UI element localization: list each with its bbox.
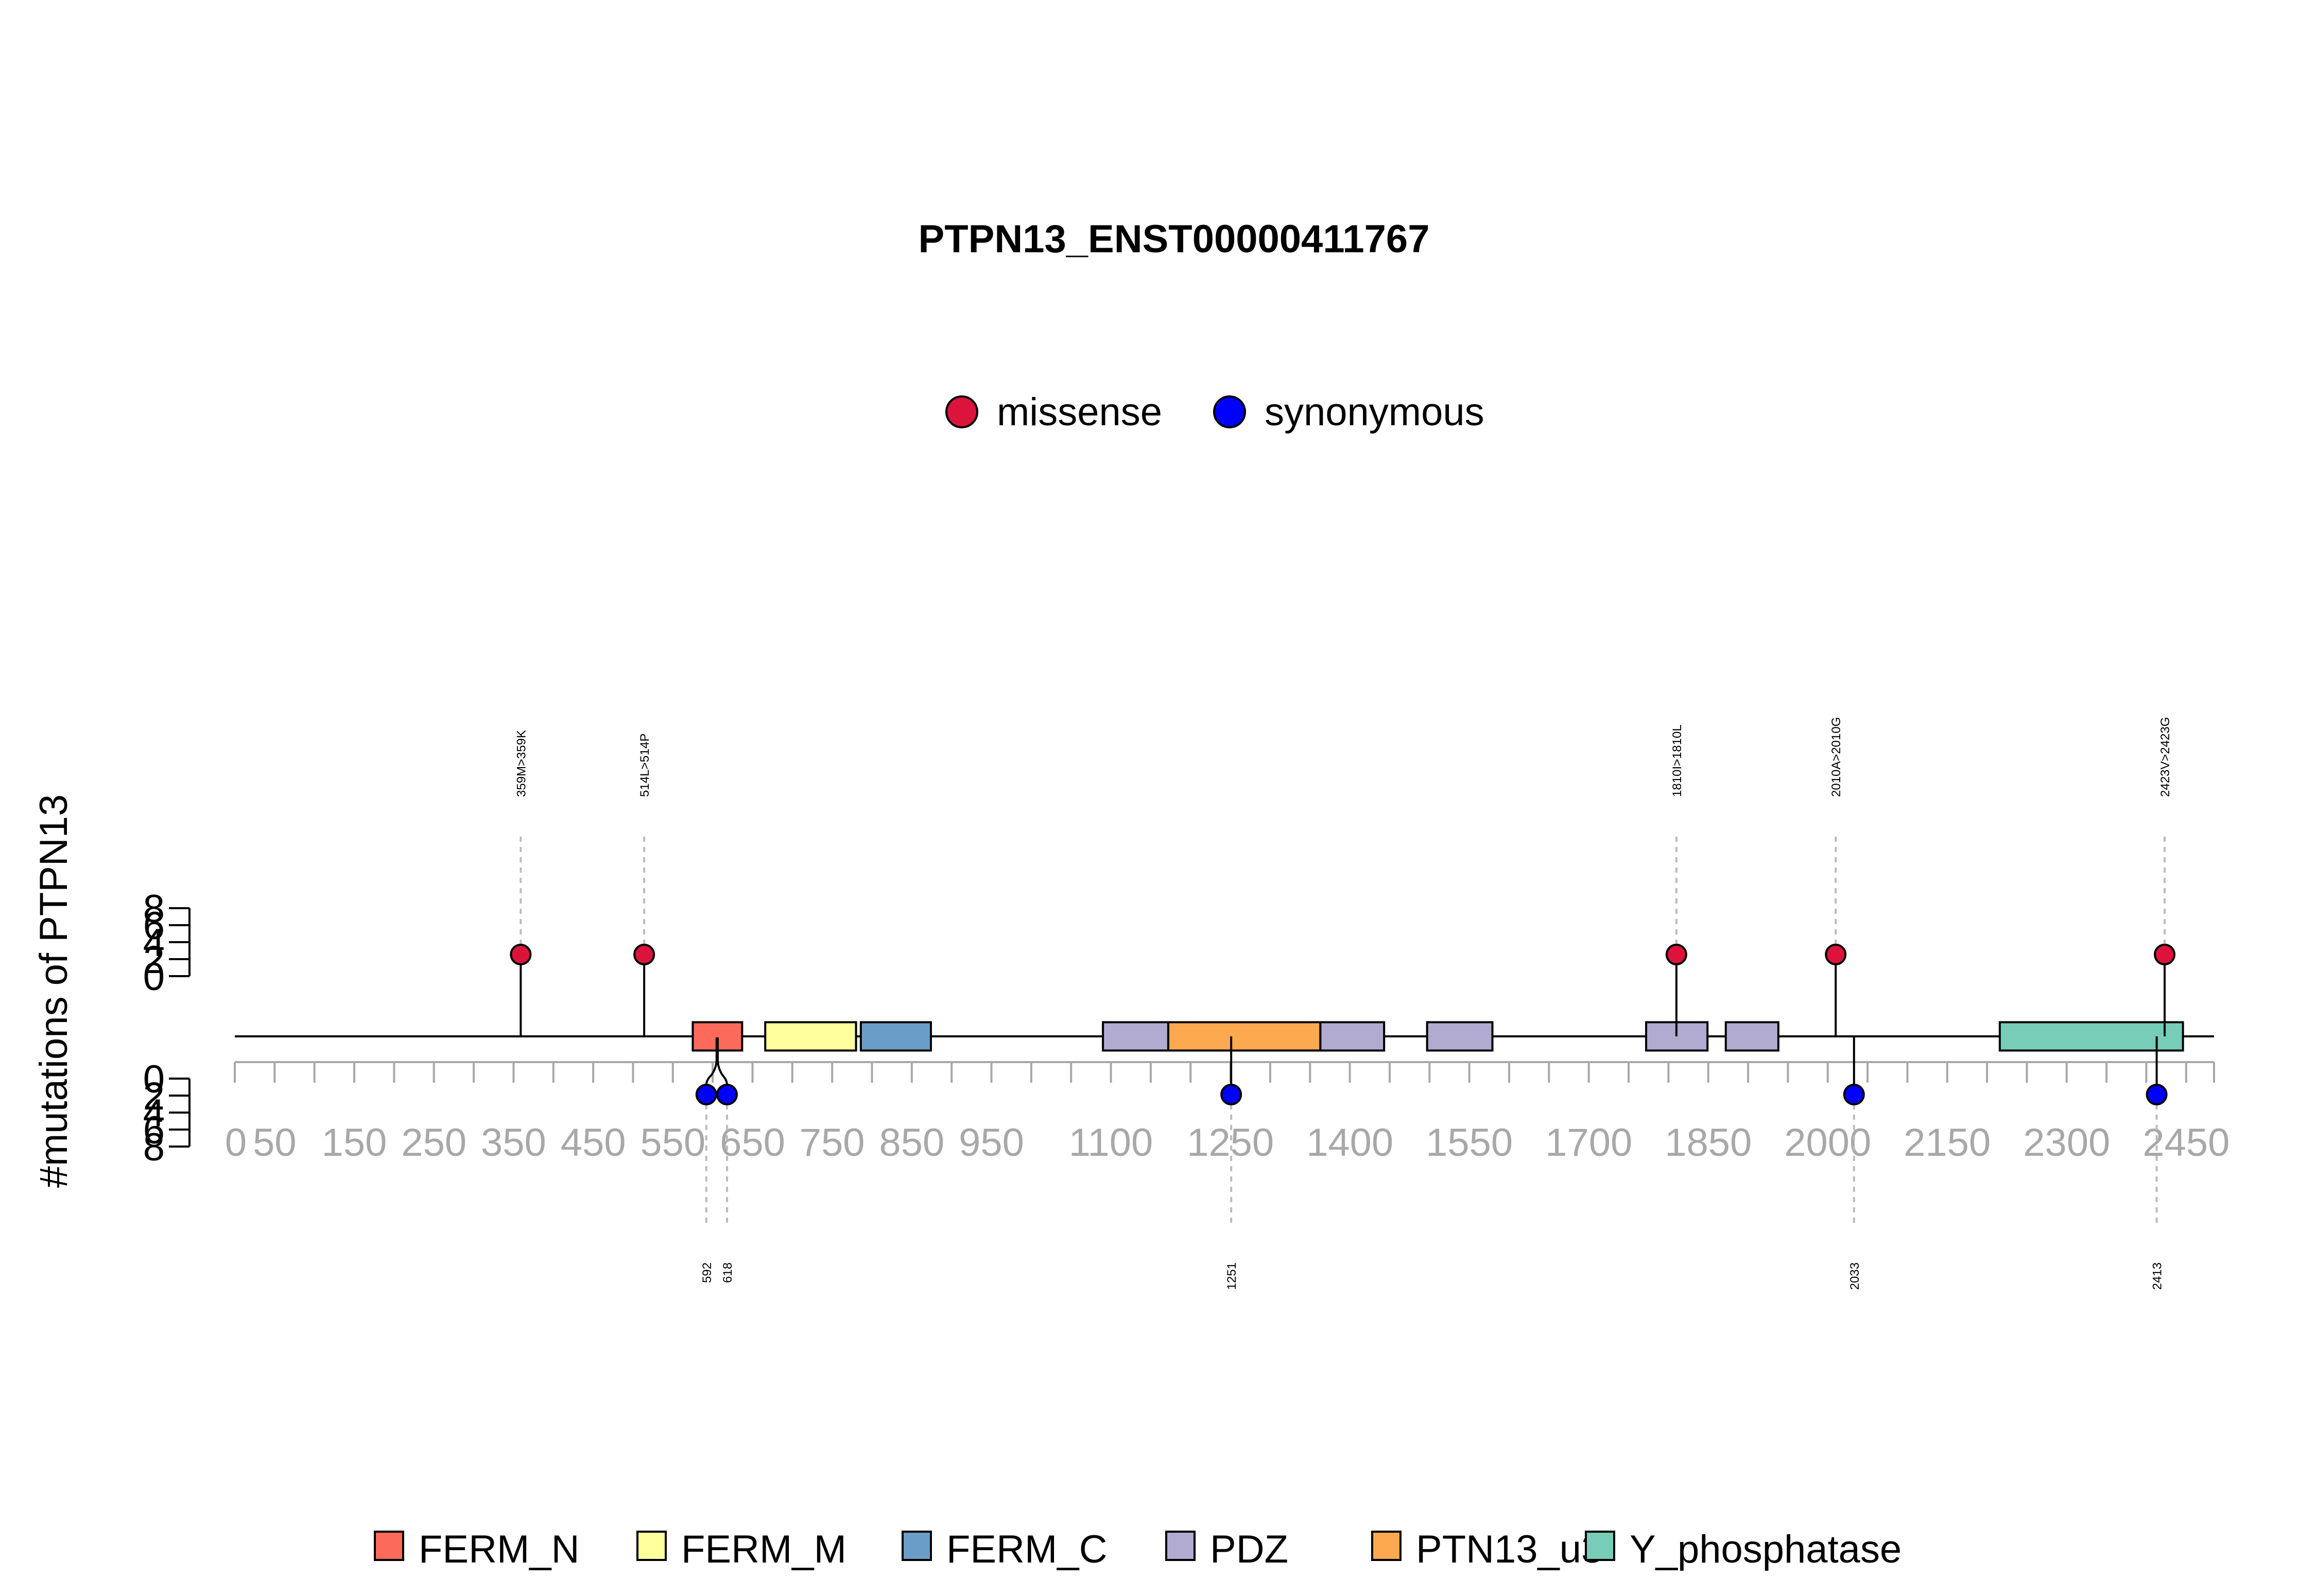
legend-swatch-PDZ: [1165, 1531, 1196, 1561]
domain-FERM_M: [764, 1021, 857, 1052]
missense-label: 2010A>2010G: [1829, 717, 1843, 797]
domain-FERM_C: [859, 1021, 932, 1052]
missense-marker: [510, 944, 532, 965]
x-tick-label: 50: [253, 1121, 297, 1165]
x-tick-label: 450: [561, 1121, 626, 1165]
x-tick-label: 850: [879, 1121, 944, 1165]
synonymous-marker: [2146, 1084, 2168, 1105]
y-tick-label-bottom: 4: [143, 1091, 165, 1135]
missense-marker: [2154, 944, 2176, 965]
x-tick-label: 2000: [1784, 1121, 1871, 1165]
y-tick-label-bottom: 8: [143, 1125, 165, 1169]
legend-swatch-Y_phosphatase: [1585, 1531, 1615, 1561]
legend-missense-label: missense: [997, 390, 1162, 434]
x-tick-label: 1850: [1665, 1121, 1752, 1165]
synonymous-stem: [705, 1037, 718, 1085]
legend-label-PDZ: PDZ: [1210, 1528, 1288, 1571]
x-tick-label: 1550: [1426, 1121, 1513, 1165]
legend-swatch-FERM_M: [636, 1531, 667, 1561]
y-tick-label-top: 8: [143, 887, 165, 931]
domain-Y_phosphatase: [1998, 1021, 2184, 1052]
domain-legend: FERM_N FERM_M FERM_C PDZ PTN13_u3 Y_phosphata…: [374, 1528, 1901, 1571]
domain-PTN13_u3: [1167, 1021, 1322, 1052]
synonymous-stem: [716, 1037, 728, 1085]
domain-boxes: [691, 1021, 2184, 1052]
x-tick-label: 550: [640, 1121, 705, 1165]
missense-label: 514L>514P: [638, 734, 652, 797]
y-tick-label-top: 2: [143, 938, 165, 982]
x-tick-label: 1700: [1545, 1121, 1632, 1165]
synonymous-label: 2033: [1848, 1262, 1862, 1290]
missense-marker: [1665, 944, 1687, 965]
x-tick-label: 250: [401, 1121, 466, 1165]
y-tick-label-bottom: 2: [143, 1074, 165, 1118]
legend-label-PTN13_u3: PTN13_u3: [1416, 1528, 1603, 1571]
missense-marker: [1825, 944, 1847, 965]
x-axis: 0 50 150 250 350 450 550 650 750 850 950 1100 1250 14…: [225, 1061, 2229, 1165]
missense-label: 359M>359K: [514, 730, 528, 797]
legend-label-FERM_M: FERM_M: [681, 1528, 846, 1571]
x-tick-label: 1100: [1069, 1121, 1153, 1165]
x-tick-label: 950: [959, 1121, 1024, 1165]
x-tick-label: 150: [322, 1121, 387, 1165]
y-tick-label-top: 0: [143, 955, 165, 999]
legend-synonymous-label: synonymous: [1265, 390, 1484, 434]
x-tick-label: 0: [225, 1121, 247, 1165]
legend-swatch-PTN13_u3: [1371, 1531, 1402, 1561]
y-tick-label-bottom: 6: [143, 1108, 165, 1152]
legend-label-Y_phosphatase: Y_phosphatase: [1630, 1528, 1901, 1571]
y-tick-label-top: 6: [143, 904, 165, 948]
y-axis-label: #mutations of PTPN13: [32, 794, 76, 1188]
synonymous-marker: [1843, 1084, 1865, 1105]
domain-PDZ: [1724, 1021, 1779, 1052]
missense-label: 1810I>1810L: [1670, 724, 1684, 797]
synonymous-label: 1251: [1225, 1262, 1239, 1290]
legend-label-FERM_C: FERM_C: [946, 1528, 1107, 1571]
domain-PDZ: [1319, 1021, 1386, 1052]
synonymous-marker: [716, 1084, 738, 1105]
x-tick-label: 2300: [2023, 1121, 2110, 1165]
chart-title: PTPN13_ENST00000411767: [919, 217, 1430, 261]
synonymous-marker: [1220, 1084, 1242, 1105]
y-tick-label-bottom: 0: [143, 1057, 165, 1101]
synonymous-label: 592: [700, 1262, 714, 1283]
x-tick-label: 2150: [1904, 1121, 1991, 1165]
legend-swatch-FERM_C: [902, 1531, 932, 1561]
mutation-legend: missense synonymous: [945, 390, 1484, 434]
missense-label: 2423V>2423G: [2158, 717, 2172, 797]
legend-swatch-FERM_N: [374, 1531, 404, 1561]
missense-marker: [633, 944, 655, 965]
domain-PDZ: [1426, 1021, 1494, 1052]
legend-synonymous-marker: [1213, 395, 1246, 428]
mutation-lollipops: 359M>359K 514L>514P 1810I>1810L 2010A>2010G…: [510, 717, 2176, 1290]
legend-missense-marker: [945, 395, 978, 428]
legend-label-FERM_N: FERM_N: [419, 1528, 579, 1571]
x-tick-label: 650: [720, 1121, 785, 1165]
domain-PDZ: [1102, 1021, 1169, 1052]
synonymous-label: 2413: [2151, 1262, 2165, 1290]
x-tick-label: 350: [481, 1121, 546, 1165]
x-tick-label: 1400: [1306, 1121, 1393, 1165]
synonymous-label: 618: [721, 1262, 735, 1283]
y-tick-label-top: 4: [143, 921, 165, 965]
synonymous-marker: [695, 1084, 717, 1105]
x-tick-label: 750: [800, 1121, 865, 1165]
